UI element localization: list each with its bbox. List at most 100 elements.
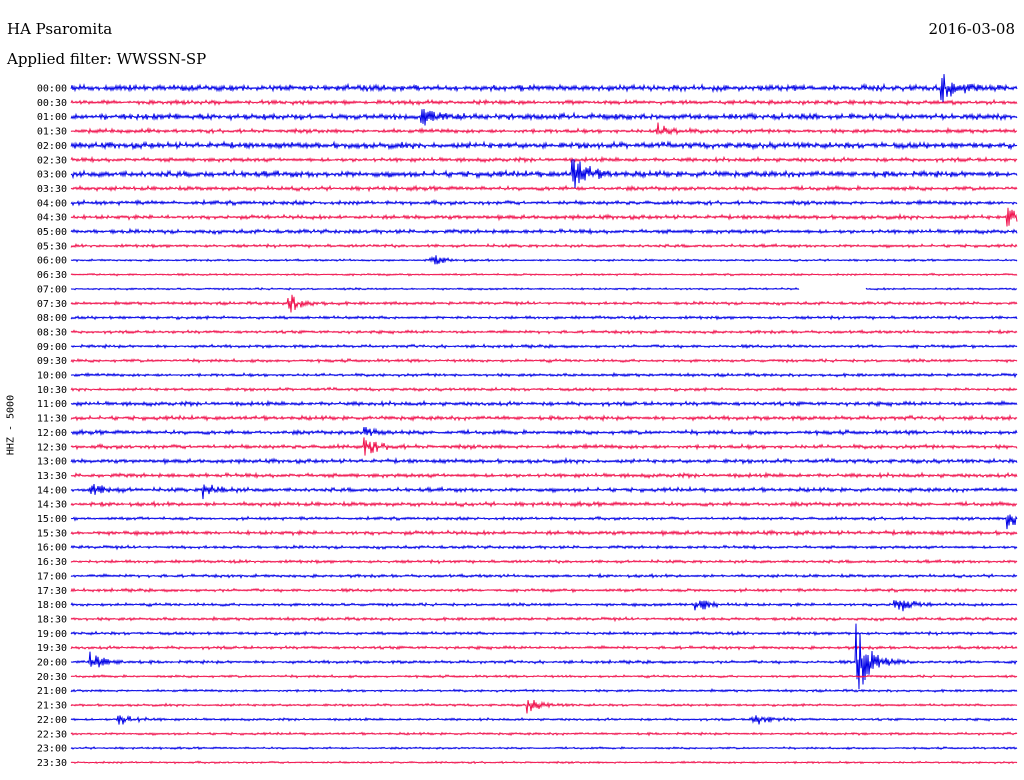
trace-line xyxy=(70,184,1018,193)
time-tick-label: 07:30 xyxy=(37,299,67,310)
time-tick-label: 17:00 xyxy=(37,571,67,582)
time-tick-label: 21:30 xyxy=(37,701,67,712)
station-title: HA Psaromita xyxy=(7,20,113,38)
trace-line xyxy=(70,399,1018,408)
trace-line xyxy=(70,437,1018,456)
trace-line xyxy=(70,623,1018,690)
trace-line xyxy=(70,644,1018,651)
trace-line xyxy=(70,600,1018,612)
time-tick-label: 01:00 xyxy=(37,112,67,123)
trace-line xyxy=(70,471,1018,480)
trace-line xyxy=(70,74,1018,103)
time-tick-label: 19:30 xyxy=(37,643,67,654)
time-tick-label: 05:30 xyxy=(37,241,67,252)
trace-line xyxy=(70,731,1018,737)
time-tick-label: 12:30 xyxy=(37,442,67,453)
trace-line xyxy=(70,528,1018,538)
time-tick-label: 04:00 xyxy=(37,198,67,209)
trace-line xyxy=(70,688,1018,694)
time-tick-label: 14:00 xyxy=(37,485,67,496)
time-tick-label: 15:00 xyxy=(37,514,67,525)
time-tick-label: 22:30 xyxy=(37,729,67,740)
trace-line xyxy=(70,227,1018,236)
trace-line xyxy=(70,98,1018,107)
time-tick-label: 09:30 xyxy=(37,356,67,367)
trace-line xyxy=(70,159,1018,189)
time-tick-label: 02:00 xyxy=(37,141,67,152)
trace-line xyxy=(70,357,1018,364)
time-tick-label: 13:00 xyxy=(37,457,67,468)
time-tick-label: 06:00 xyxy=(37,256,67,267)
time-tick-label: 14:30 xyxy=(37,500,67,511)
trace-line xyxy=(70,745,1018,751)
trace-line xyxy=(70,371,1018,379)
trace-line xyxy=(70,587,1018,594)
trace-line xyxy=(70,140,1018,151)
time-tick-label: 03:00 xyxy=(37,170,67,181)
trace-line xyxy=(70,286,1018,291)
trace-line xyxy=(70,314,1018,321)
trace-line xyxy=(70,255,1018,265)
trace-line xyxy=(70,456,1018,466)
trace-line xyxy=(70,673,1018,679)
time-tick-label: 08:00 xyxy=(37,313,67,324)
trace-line xyxy=(70,328,1018,336)
trace-line xyxy=(70,760,1018,765)
time-tick-label: 00:00 xyxy=(37,84,67,95)
time-tick-label: 23:30 xyxy=(37,758,67,769)
trace-line xyxy=(70,500,1018,509)
trace-line xyxy=(70,544,1018,551)
time-tick-label: 09:00 xyxy=(37,342,67,353)
trace-line xyxy=(70,714,1018,725)
time-tick-label: 05:00 xyxy=(37,227,67,238)
time-tick-label: 16:00 xyxy=(37,543,67,554)
time-tick-label: 12:00 xyxy=(37,428,67,439)
trace-line xyxy=(70,109,1018,126)
time-tick-label: 08:30 xyxy=(37,327,67,338)
time-tick-label: 06:30 xyxy=(37,270,67,281)
time-tick-label: 20:00 xyxy=(37,658,67,669)
trace-line xyxy=(70,242,1018,249)
time-tick-label: 20:30 xyxy=(37,672,67,683)
time-tick-label: 11:00 xyxy=(37,399,67,410)
time-tick-label: 10:30 xyxy=(37,385,67,396)
time-tick-label: 23:00 xyxy=(37,744,67,755)
trace-line xyxy=(70,207,1018,227)
trace-line xyxy=(70,343,1018,350)
trace-line xyxy=(70,558,1018,565)
time-tick-label: 03:30 xyxy=(37,184,67,195)
time-tick-label: 11:30 xyxy=(37,414,67,425)
time-tick-label: 00:30 xyxy=(37,98,67,109)
time-tick-label: 10:00 xyxy=(37,371,67,382)
time-tick-label: 13:30 xyxy=(37,471,67,482)
filter-label: Applied filter: WWSSN-SP xyxy=(7,50,207,68)
time-tick-label: 16:30 xyxy=(37,557,67,568)
trace-line xyxy=(70,386,1018,393)
time-tick-label: 15:30 xyxy=(37,528,67,539)
trace-line xyxy=(70,294,1018,313)
time-tick-label: 21:00 xyxy=(37,686,67,697)
trace-line xyxy=(70,572,1018,579)
trace-line xyxy=(70,630,1018,637)
trace-line xyxy=(70,155,1018,164)
trace-line xyxy=(70,272,1018,277)
trace-line xyxy=(70,122,1018,136)
trace-line xyxy=(70,198,1018,207)
time-tick-label: 07:00 xyxy=(37,284,67,295)
trace-line xyxy=(70,514,1018,530)
time-tick-label: 18:30 xyxy=(37,614,67,625)
trace-line xyxy=(70,426,1018,437)
time-tick-label: 01:30 xyxy=(37,127,67,138)
time-tick-label: 22:00 xyxy=(37,715,67,726)
time-tick-label: 19:00 xyxy=(37,629,67,640)
trace-line xyxy=(70,483,1018,500)
time-tick-label: 17:30 xyxy=(37,586,67,597)
trace-line xyxy=(70,700,1018,714)
time-tick-label: 04:30 xyxy=(37,213,67,224)
date-label: 2016-03-08 xyxy=(928,20,1015,38)
trace-line xyxy=(70,413,1018,423)
time-tick-label: 02:30 xyxy=(37,155,67,166)
time-tick-label: 18:00 xyxy=(37,600,67,611)
trace-line xyxy=(70,615,1018,623)
